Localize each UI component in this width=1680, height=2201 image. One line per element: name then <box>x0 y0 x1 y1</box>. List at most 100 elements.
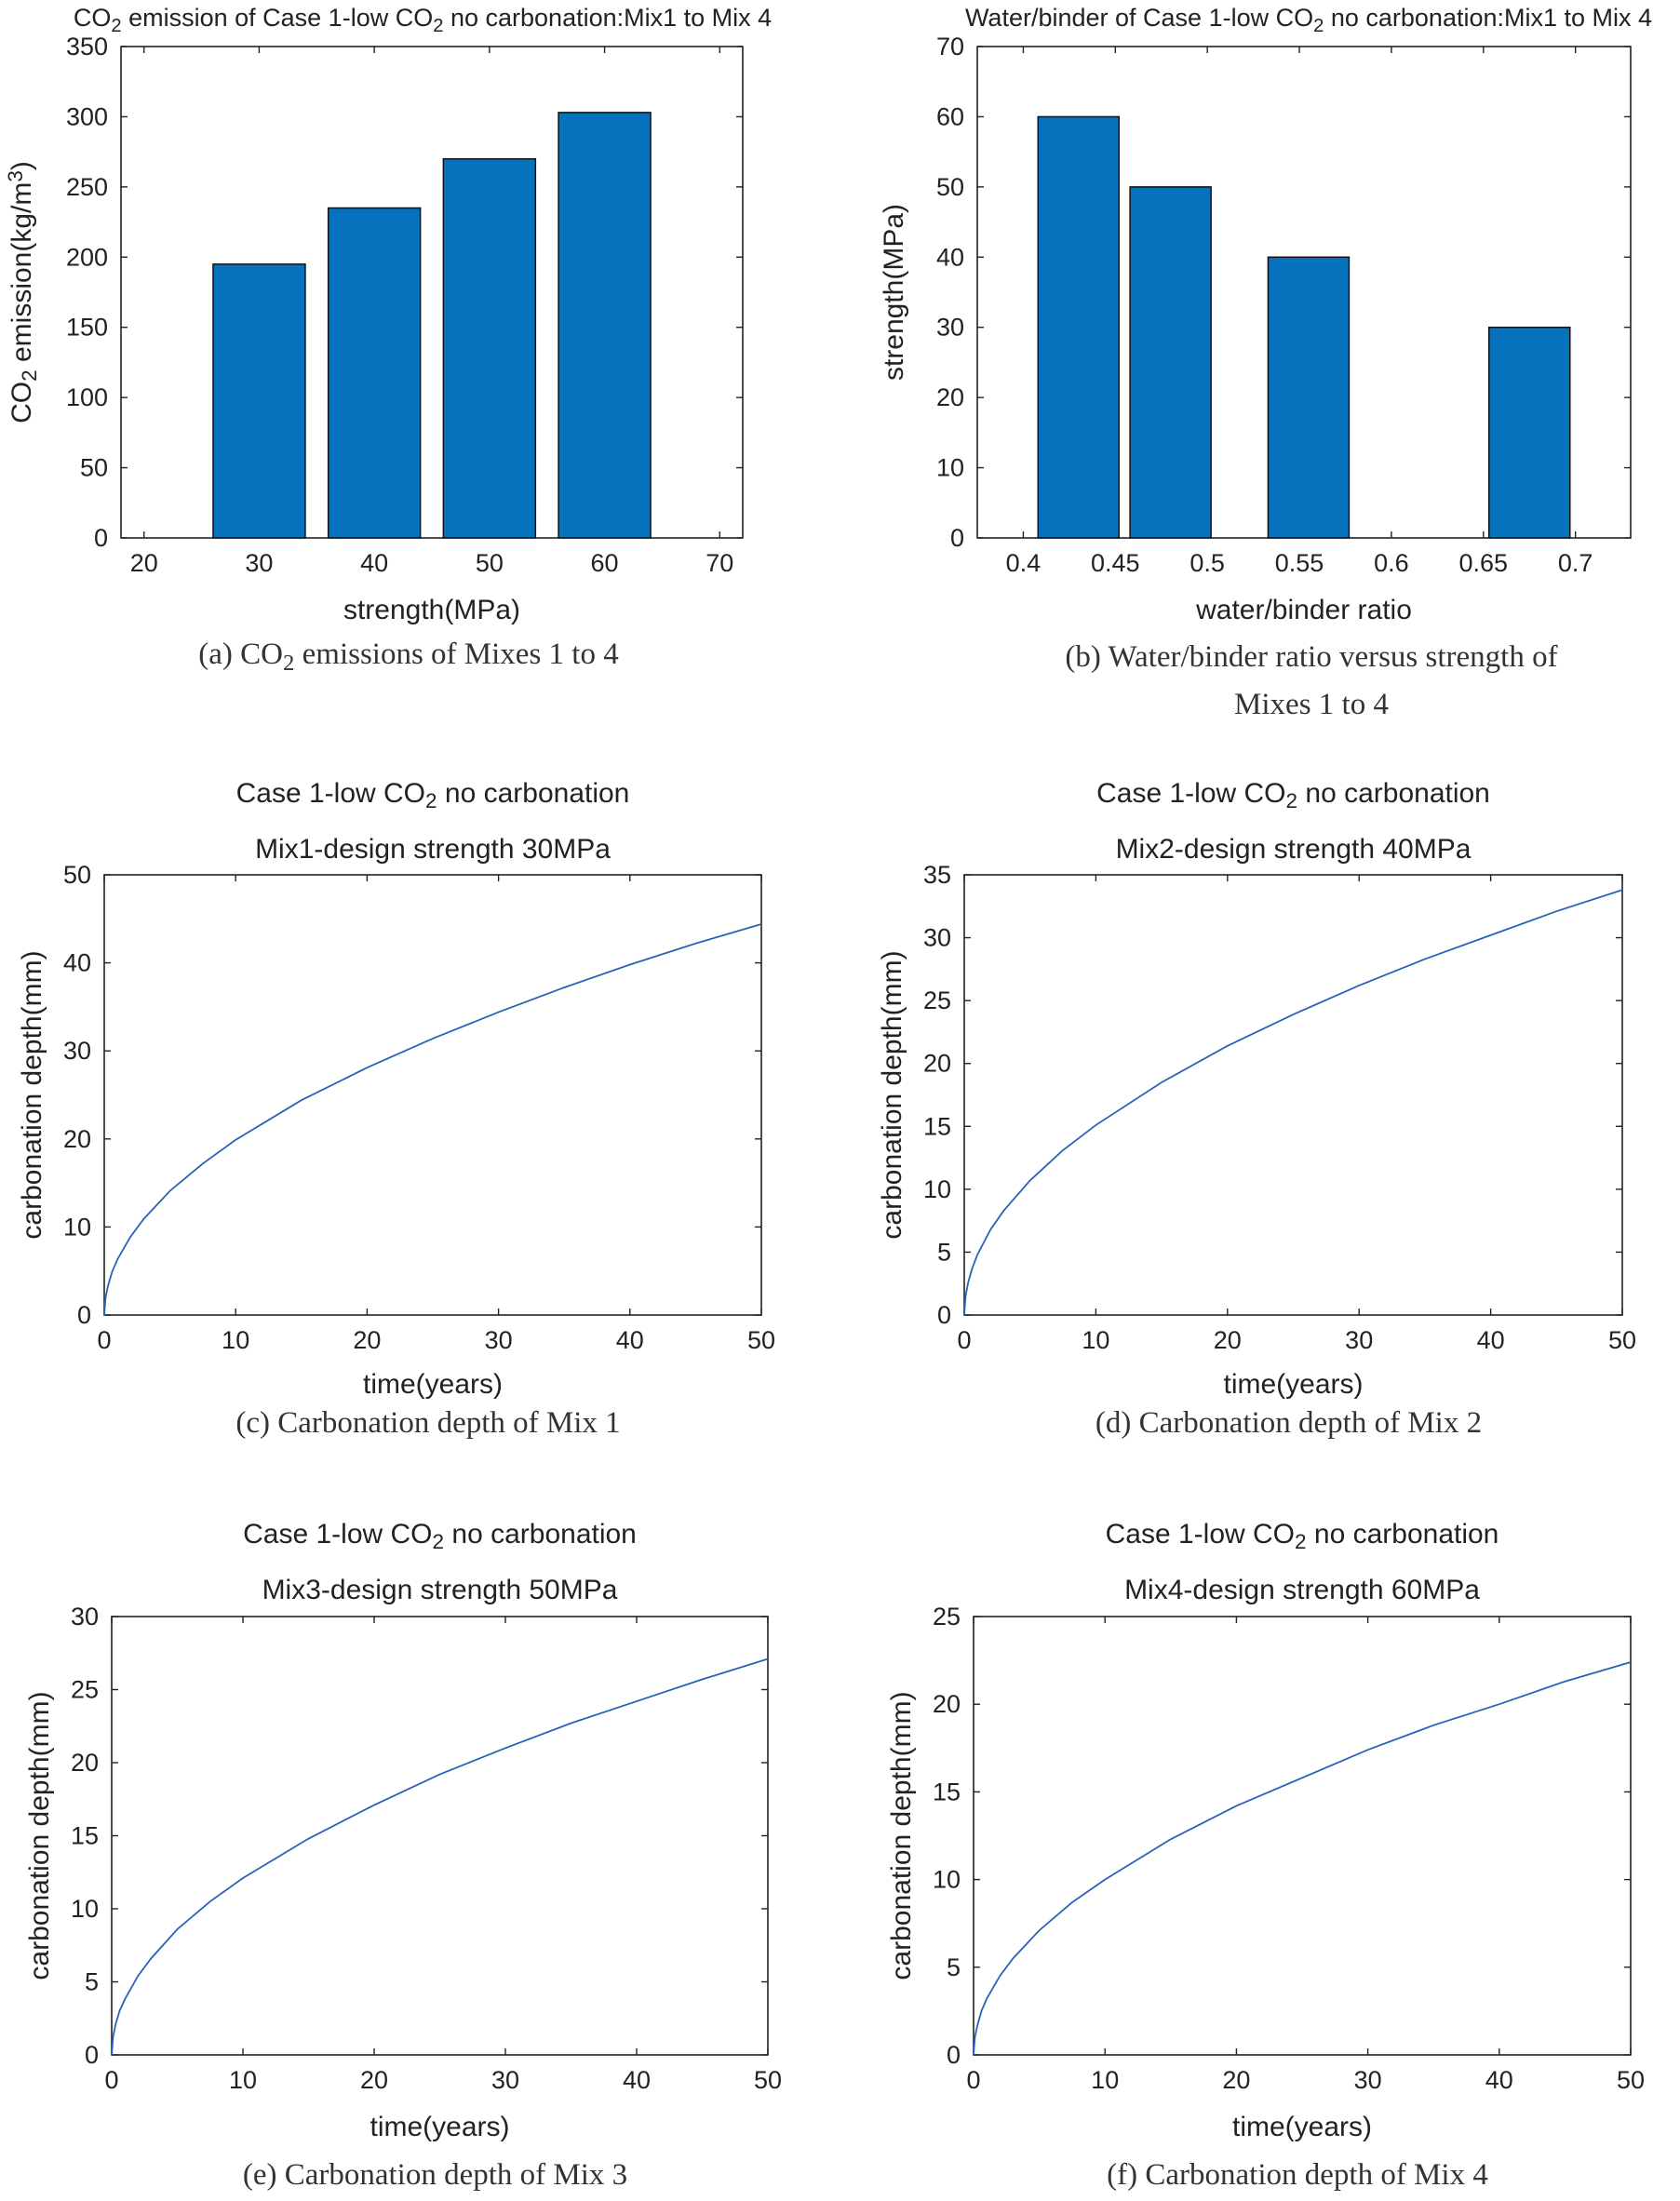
chart-title-c-part-2: no carbonation <box>437 778 630 809</box>
y-tick-label-b: 60 <box>936 102 964 130</box>
y-tick-label-e: 20 <box>71 1749 99 1777</box>
panel-c: 0 10 20 30 40 50 0 10 20 30 40 50 Case 1-low CO2 no … <box>17 778 775 1440</box>
y-tick-label-e: 30 <box>71 1603 99 1631</box>
x-tick-label-e: 50 <box>754 2066 782 2094</box>
x-tick-label-c: 30 <box>485 1326 513 1354</box>
chart-subtitle-f: Mix4-design strength 60MPa <box>1124 1575 1480 1605</box>
x-tick-label-d: 20 <box>1214 1326 1242 1354</box>
x-tick-label-c: 50 <box>747 1326 775 1354</box>
chart-title-c-part-1: 2 <box>425 789 437 812</box>
bar-a-4 <box>558 112 652 539</box>
y-tick-label-a: 150 <box>66 314 108 342</box>
x-tick-label-f: 50 <box>1617 2066 1645 2094</box>
y-tick-label-c: 40 <box>63 949 91 977</box>
y-tick-label-f: 10 <box>933 1866 961 1894</box>
x-tick-label-f: 20 <box>1222 2066 1250 2094</box>
y-tick-label-e: 15 <box>71 1822 99 1850</box>
chart-title-d: Case 1-low CO2 no carbonation <box>1096 778 1490 812</box>
y-tick-label-e: 10 <box>71 1895 99 1923</box>
y-axis-label-a-part-1: 2 <box>18 369 41 382</box>
chart-subtitle-e: Mix3-design strength 50MPa <box>262 1575 618 1605</box>
plot-area-a <box>120 46 744 539</box>
plot-area-d <box>963 874 1623 1316</box>
bar-a-2 <box>327 207 422 539</box>
x-tick-label-b: 0.7 <box>1558 549 1593 577</box>
caption-a-part-2: emissions of Mixes 1 to 4 <box>294 637 618 671</box>
y-axis-label-c: carbonation depth(mm) <box>17 950 47 1239</box>
y-tick-label-f: 15 <box>933 1778 961 1805</box>
chart-title-a-part-2: emission of Case 1-low CO <box>122 4 434 32</box>
x-tick-label-e: 30 <box>491 2066 519 2094</box>
x-tick-label-a: 40 <box>360 549 388 577</box>
chart-title-a-part-4: no carbonation:Mix1 to Mix 4 <box>443 4 772 32</box>
panel-e: 0 10 20 30 40 50 0 5 10 15 20 25 30 Case 1-low CO2 no… <box>24 1519 782 2192</box>
y-tick-label-b: 70 <box>936 33 964 60</box>
chart-title-c-part-0: Case 1-low CO <box>236 778 425 809</box>
x-tick-label-b: 0.5 <box>1189 549 1225 577</box>
y-tick-label-a: 100 <box>66 383 108 411</box>
x-tick-label-d: 30 <box>1345 1326 1373 1354</box>
series-line-c <box>103 923 762 1316</box>
y-tick-label-c: 30 <box>63 1037 91 1065</box>
caption-f: (f) Carbonation depth of Mix 4 <box>1107 2158 1488 2192</box>
chart-title-b-part-1: 2 <box>1313 16 1324 36</box>
bar-b-4 <box>1487 326 1571 539</box>
y-tick-label-b: 50 <box>936 173 964 201</box>
y-axis-label-f: carbonation depth(mm) <box>886 1691 917 1980</box>
x-tick-label-e: 0 <box>104 2066 118 2094</box>
x-tick-label-d: 40 <box>1477 1326 1505 1354</box>
plot-area-f <box>973 1616 1632 2056</box>
y-tick-label-c: 10 <box>63 1213 91 1241</box>
chart-subtitle-d: Mix2-design strength 40MPa <box>1116 834 1472 865</box>
x-tick-label-b: 0.55 <box>1275 549 1324 577</box>
bar-a-3 <box>442 157 537 539</box>
caption-b: (b) Water/binder ratio versus strength o… <box>1065 640 1557 674</box>
x-tick-label-a: 30 <box>245 549 273 577</box>
x-tick-label-c: 40 <box>616 1326 644 1354</box>
x-tick-label-e: 40 <box>623 2066 651 2094</box>
x-tick-label-e: 20 <box>360 2066 388 2094</box>
caption-b-line2: Mixes 1 to 4 <box>1234 688 1389 721</box>
y-tick-label-c: 20 <box>63 1125 91 1153</box>
y-tick-label-d: 15 <box>923 1112 951 1140</box>
x-tick-label-c: 10 <box>222 1326 249 1354</box>
x-tick-label-f: 40 <box>1485 2066 1513 2094</box>
chart-title-b-part-0: Water/binder of Case 1-low CO <box>965 4 1313 32</box>
chart-title-d-part-1: 2 <box>1286 789 1298 812</box>
y-tick-label-d: 5 <box>937 1238 951 1266</box>
y-tick-label-f: 0 <box>947 2041 961 2069</box>
y-tick-label-c: 50 <box>63 861 91 889</box>
y-tick-label-b: 10 <box>936 454 964 482</box>
bar-b-3 <box>1267 256 1351 539</box>
x-axis-label-c: time(years) <box>363 1369 503 1400</box>
y-tick-label-d: 10 <box>923 1175 951 1203</box>
chart-title-b-part-2: no carbonation:Mix1 to Mix 4 <box>1324 4 1652 32</box>
caption-d: (d) Carbonation depth of Mix 2 <box>1095 1406 1482 1440</box>
x-tick-label-a: 60 <box>591 549 619 577</box>
y-tick-label-a: 350 <box>66 33 108 60</box>
y-tick-label-a: 0 <box>94 524 108 552</box>
y-tick-label-d: 25 <box>923 986 951 1014</box>
panel-d: 0 10 20 30 40 50 0 5 10 15 20 25 30 35 Case 1-low CO2 … <box>877 778 1636 1440</box>
x-axis-label-a: strength(MPa) <box>343 595 520 625</box>
y-tick-label-b: 40 <box>936 243 964 271</box>
bar-b-1 <box>1037 115 1121 539</box>
y-tick-label-d: 30 <box>923 924 951 952</box>
series-line-d <box>963 889 1623 1316</box>
y-axis-label-e: carbonation depth(mm) <box>24 1691 55 1980</box>
x-tick-label-a: 50 <box>476 549 504 577</box>
chart-title-f-part-0: Case 1-low CO <box>1106 1519 1295 1550</box>
chart-title-e: Case 1-low CO2 no carbonation <box>243 1519 637 1553</box>
chart-title-a-part-0: CO <box>74 4 112 32</box>
x-tick-label-a: 20 <box>130 549 158 577</box>
y-tick-label-b: 30 <box>936 314 964 342</box>
x-tick-label-b: 0.45 <box>1091 549 1140 577</box>
x-tick-label-d: 50 <box>1608 1326 1636 1354</box>
y-tick-label-d: 0 <box>937 1301 951 1329</box>
y-tick-label-e: 0 <box>85 2041 99 2069</box>
y-tick-label-a: 300 <box>66 102 108 130</box>
y-axis-label-a-part-4: ) <box>7 161 37 170</box>
x-tick-label-f: 30 <box>1354 2066 1382 2094</box>
chart-title-e-part-2: no carbonation <box>444 1519 637 1550</box>
